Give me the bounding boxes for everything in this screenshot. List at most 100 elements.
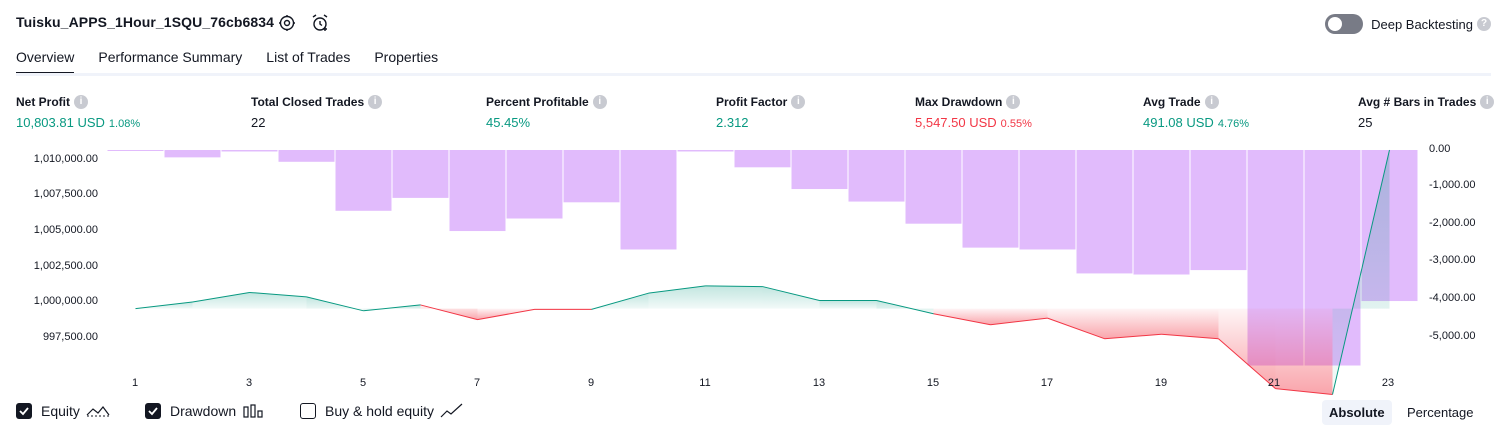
check-icon	[19, 407, 29, 416]
metric-avg-trade: Avg Trade i 491.08 USD 4.76%	[1143, 95, 1249, 130]
drawdown-bar	[563, 150, 620, 203]
metric-avg-bars-in-trades: Avg # Bars in Trades i 25	[1358, 95, 1495, 130]
equity-line-segment	[705, 285, 763, 288]
info-icon[interactable]: i	[1480, 95, 1495, 109]
equity-line-segment	[306, 296, 364, 312]
metric-total-closed-trades: Total Closed Trades i 22	[251, 95, 383, 130]
tab-properties[interactable]: Properties	[374, 49, 439, 65]
right-axis-tick: -5,000.00	[1429, 330, 1476, 342]
equity-line-segment	[1047, 317, 1105, 340]
tab-performance-summary[interactable]: Performance Summary	[98, 49, 243, 65]
drawdown-bar	[677, 150, 734, 152]
metric-percent: 1.08%	[108, 118, 141, 130]
x-axis-tick: 1	[131, 377, 139, 389]
equity-line-segment	[591, 292, 649, 310]
x-axis-tick: 17	[1040, 377, 1054, 389]
metric-percent-profitable: Percent Profitable i 45.45%	[486, 95, 607, 130]
right-axis-tick: 0.00	[1429, 143, 1451, 155]
metric-value: 10,803.81 USD	[16, 115, 105, 130]
equity-line-segment	[762, 286, 820, 302]
drawdown-bar	[335, 150, 392, 211]
equity-line-segment	[1218, 338, 1276, 390]
drawdown-checkbox[interactable]	[145, 403, 161, 419]
deep-backtesting-toggle[interactable]	[1325, 14, 1364, 34]
equity-area-segment	[1104, 308, 1162, 339]
legend-label: Drawdown	[170, 403, 237, 419]
equity-line-segment	[876, 300, 934, 315]
tab-list-of-trades[interactable]: List of Trades	[266, 49, 351, 65]
metric-value: 2.312	[716, 115, 749, 130]
info-icon[interactable]: i	[592, 95, 607, 109]
drawdown-bar	[164, 150, 221, 158]
equity-line-segment	[249, 291, 307, 298]
tab-divider	[16, 73, 1491, 76]
metric-value: 45.45%	[486, 115, 531, 130]
drawdown-bar	[449, 150, 506, 232]
percentage-button[interactable]: Percentage	[1407, 405, 1474, 420]
legend-drawdown[interactable]: Drawdown	[145, 403, 264, 419]
drawdown-bar	[506, 150, 563, 219]
info-icon[interactable]: i	[791, 95, 806, 109]
x-axis-tick: 11	[699, 377, 711, 389]
drawdown-bar	[734, 150, 791, 168]
equity-line-segment	[1161, 333, 1219, 340]
drawdown-bar	[905, 150, 962, 224]
deep-backtesting: Deep Backtesting ?	[1325, 14, 1491, 34]
equity-line-segment	[990, 317, 1048, 326]
drawdown-bar	[278, 150, 335, 162]
equity-area-segment	[192, 292, 250, 309]
legend-buy-hold[interactable]: Buy & hold equity	[300, 403, 464, 419]
equity-area-segment	[819, 300, 877, 309]
equity-line-segment	[1332, 149, 1390, 395]
x-axis-tick: 23	[1381, 377, 1395, 389]
x-axis-tick: 13	[812, 377, 826, 389]
right-axis-tick: -1,000.00	[1429, 179, 1476, 191]
help-icon[interactable]: ?	[1477, 17, 1491, 31]
metric-label: Percent Profitable	[486, 95, 589, 109]
metric-value: 22	[251, 115, 266, 130]
metric-label: Total Closed Trades	[251, 95, 365, 109]
left-axis-tick: 1,007,500.00	[33, 188, 98, 200]
gear-icon[interactable]	[277, 13, 297, 33]
x-axis-tick: 5	[359, 377, 367, 389]
drawdown-bar	[848, 150, 905, 202]
strategy-title: Tuisku_APPS_1Hour_1SQU_76cb6834	[16, 14, 275, 30]
equity-line-segment	[135, 301, 193, 310]
x-axis-tick: 7	[473, 377, 481, 389]
check-icon	[148, 407, 158, 416]
metric-max-drawdown: Max Drawdown i 5,547.50 USD 0.55%	[915, 95, 1032, 130]
toggle-knob	[1328, 17, 1343, 31]
drawdown-bar	[221, 150, 278, 152]
left-axis-tick: 1,002,500.00	[33, 260, 98, 272]
info-icon[interactable]: i	[74, 95, 88, 109]
equity-line-segment	[1104, 333, 1162, 340]
metric-label: Avg Trade	[1143, 95, 1201, 109]
info-icon[interactable]: i	[368, 95, 383, 109]
buy-hold-checkbox[interactable]	[300, 403, 316, 419]
drawdown-bar	[962, 150, 1019, 248]
equity-line-icon	[86, 406, 110, 417]
left-axis-tick: 1,005,000.00	[33, 224, 98, 236]
drawdown-bar	[107, 150, 164, 151]
left-axis-tick: 1,000,000.00	[33, 295, 98, 307]
drawdown-bar	[1076, 150, 1133, 274]
x-axis-tick: 21	[1267, 377, 1281, 389]
metric-value: 491.08 USD	[1143, 115, 1214, 130]
drawdown-bar	[1190, 150, 1247, 271]
alarm-clock-plus-icon[interactable]	[310, 13, 330, 33]
legend-equity[interactable]: Equity	[16, 403, 110, 419]
equity-line-segment	[648, 285, 706, 294]
equity-line-segment	[192, 291, 250, 303]
tab-bar: Overview Performance Summary List of Tra…	[16, 49, 462, 75]
equity-checkbox[interactable]	[16, 403, 32, 419]
info-icon[interactable]: i	[1006, 95, 1021, 109]
equity-area-segment	[1161, 308, 1219, 339]
drawdown-bar	[392, 150, 449, 198]
drawdown-bar	[791, 150, 848, 190]
metric-net-profit: Net Profit i 10,803.81 USD 1.08%	[16, 95, 140, 130]
absolute-button[interactable]: Absolute	[1322, 400, 1392, 425]
equity-area-segment	[1218, 308, 1276, 389]
info-icon[interactable]: i	[1204, 95, 1219, 109]
right-axis-tick: -2,000.00	[1429, 217, 1476, 229]
